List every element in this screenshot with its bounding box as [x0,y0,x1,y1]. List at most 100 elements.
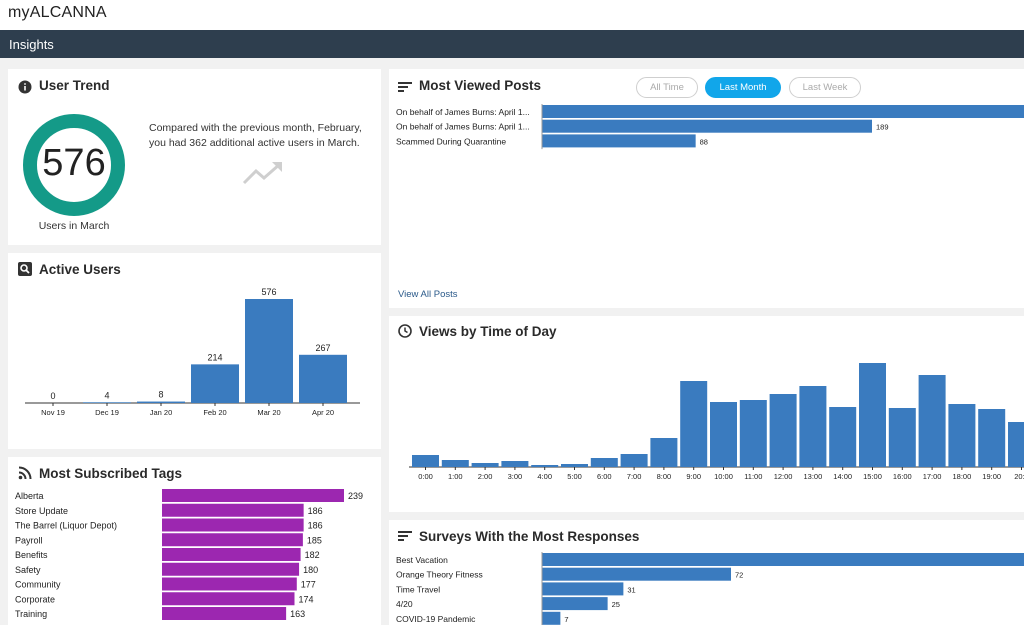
filter-all-time-button[interactable]: All Time [636,77,698,98]
category-label: Payroll [15,535,43,545]
surveys-title: Surveys With the Most Responses [419,529,640,544]
bar [542,119,872,133]
bar [162,592,295,606]
data-label: 25 [612,600,620,609]
bar [769,394,797,467]
user-ring [23,114,125,216]
data-label: 8 [158,390,163,400]
bar [412,455,439,467]
bar [162,548,301,561]
filter-last-week-button[interactable]: Last Week [789,77,861,98]
user-count: 576 [42,142,106,184]
active-users-chart: 0 Nov 19 4 Dec 19 8 Jan 20 214 Feb 20 576 Mar 20 2… [25,287,360,417]
sort-icon [398,531,412,541]
category-label: On behalf of James Burns: April 1... [396,107,530,117]
category-label: Best Vacation [396,555,448,565]
bar [501,461,529,467]
bar [542,597,608,611]
surveys-card: Surveys With the Most Responses Best Vac… [389,520,1024,625]
bar [83,402,131,403]
data-label: 177 [301,580,316,590]
data-label: 186 [308,506,323,516]
category-label: 4/20 [396,599,413,609]
search-icon [18,262,32,276]
trend-description: Compared with the previous month, Februa… [149,122,362,149]
bar [162,607,287,620]
x-tick-label: 5:00 [567,472,582,481]
x-tick-label: 2:00 [478,472,493,481]
trend-up-icon [242,162,282,185]
user-count-label: Users in March [38,220,110,232]
x-tick-label: 12:00 [774,472,793,481]
x-tick-label: 9:00 [686,472,701,481]
bar [739,400,767,467]
bar [162,518,304,532]
view-all-posts-link[interactable]: View All Posts [398,289,458,300]
x-tick-label: 14:00 [833,472,852,481]
bar [918,375,946,467]
category-label: Training [15,609,47,619]
x-tick-label: 1:00 [448,472,463,481]
x-tick-label: 3:00 [508,472,523,481]
x-tick-label: 10:00 [714,472,733,481]
category-label: Alberta [15,491,44,501]
x-tick-label: 7:00 [627,472,642,481]
bar [245,299,293,403]
bar [162,489,344,502]
bar [441,460,469,467]
data-label: 72 [735,571,743,580]
data-label: 31 [627,585,635,594]
bar [542,582,624,596]
info-icon [18,80,32,94]
data-label: 88 [700,137,708,146]
category-label: Time Travel [396,584,440,594]
data-label: 182 [305,550,320,560]
bar [162,562,300,576]
bar [299,354,347,403]
bar [162,577,297,591]
data-label: 163 [290,609,305,619]
category-label: On behalf of James Burns: April 1... [396,122,530,132]
clock-icon [398,324,412,338]
bar [650,438,678,467]
data-label: 186 [308,521,323,531]
bar [531,465,559,467]
data-label: 267 [315,343,330,353]
x-tick-label: 15:00 [863,472,882,481]
bar [948,404,976,467]
most-viewed-title: Most Viewed Posts [419,78,542,93]
data-label: 180 [303,565,318,575]
x-tick-label: Nov 19 [41,408,65,417]
bar [680,381,708,467]
brand-logo[interactable]: myALCANNA [8,4,107,21]
data-label: 0 [50,391,55,401]
bar [859,363,886,467]
data-label: 4 [104,390,109,400]
views-by-time-chart: 0:00 1:00 2:00 3:00 4:00 5:00 6:00 7:00 8:00 9:00… [409,363,1024,481]
bar [829,407,857,467]
filter-last-month-button[interactable]: Last Month [705,77,781,98]
data-label: 189 [876,123,889,132]
x-tick-label: 13:00 [804,472,823,481]
category-label: Community [15,580,61,590]
data-label: 576 [261,287,276,297]
category-label: Benefits [15,550,48,560]
x-tick-label: 6:00 [597,472,612,481]
x-tick-label: 4:00 [537,472,552,481]
x-tick-label: 20:0 [1014,472,1024,481]
x-tick-label: 19:00 [982,472,1001,481]
bar [471,463,499,467]
data-label: 7 [564,615,568,624]
sort-icon [398,82,412,92]
data-label: 185 [307,535,322,545]
data-label: 174 [299,594,314,604]
bar [620,454,648,467]
views-by-time-title: Views by Time of Day [419,324,557,339]
bar [542,611,561,625]
active-users-card: Active Users 0 Nov 19 4 Dec 19 8 Jan 20 214 Feb… [8,253,381,449]
x-tick-label: 16:00 [893,472,912,481]
category-label: Scammed During Quarantine [396,136,506,146]
x-tick-label: 8:00 [657,472,672,481]
x-tick-label: 17:00 [923,472,942,481]
tags-chart: Alberta 239 Store Update 186 The Barrel (Liq… [15,489,363,620]
